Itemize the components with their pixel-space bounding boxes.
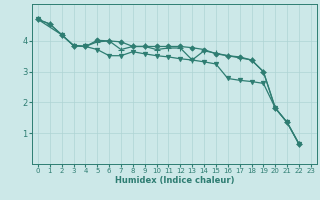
X-axis label: Humidex (Indice chaleur): Humidex (Indice chaleur) <box>115 176 234 185</box>
